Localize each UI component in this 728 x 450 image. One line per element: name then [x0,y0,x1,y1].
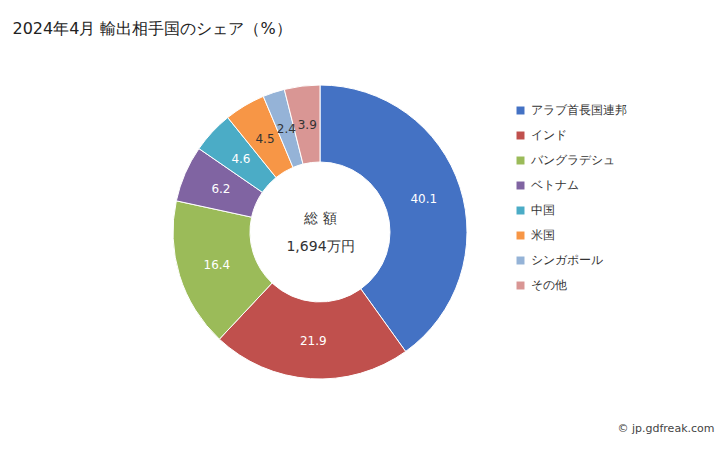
svg-text:16.4: 16.4 [204,258,231,272]
svg-text:ベトナム: ベトナム [531,178,579,192]
svg-text:40.1: 40.1 [410,192,437,206]
svg-text:3.9: 3.9 [298,118,317,132]
svg-text:シンガポール: シンガポール [531,253,603,267]
svg-text:インド: インド [531,128,567,142]
svg-text:アラブ首長国連邦: アラブ首長国連邦 [531,103,627,117]
svg-text:バングラデシュ: バングラデシュ [530,153,615,167]
svg-text:2.4: 2.4 [277,122,296,136]
svg-text:その他: その他 [531,278,567,292]
svg-text:中国: 中国 [531,203,555,217]
svg-text:© jp.gdfreak.com: © jp.gdfreak.com [617,422,714,435]
svg-text:21.9: 21.9 [300,334,327,348]
svg-text:1,694万円: 1,694万円 [286,238,354,254]
svg-text:米国: 米国 [531,228,555,242]
svg-text:総 額: 総 額 [303,210,336,226]
svg-text:6.2: 6.2 [211,182,230,196]
svg-text:2024年4月 輸出相手国のシェア（%）: 2024年4月 輸出相手国のシェア（%） [13,19,292,38]
svg-text:4.5: 4.5 [255,132,274,146]
svg-text:4.6: 4.6 [231,152,250,166]
